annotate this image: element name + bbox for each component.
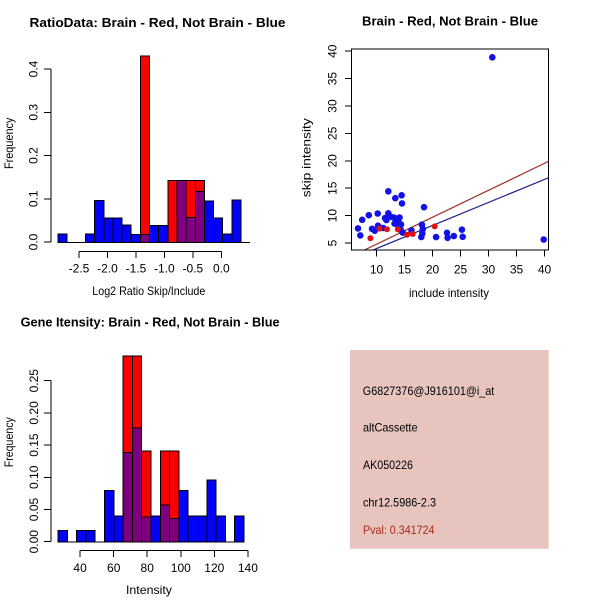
svg-text:0.2: 0.2	[27, 147, 41, 164]
svg-text:0.3: 0.3	[27, 104, 41, 121]
svg-text:40: 40	[73, 561, 87, 575]
svg-text:10: 10	[326, 209, 340, 223]
svg-text:30: 30	[482, 263, 496, 277]
svg-text:skip intensity: skip intensity	[300, 118, 314, 197]
svg-text:Frequency: Frequency	[2, 118, 16, 170]
svg-text:20: 20	[326, 154, 340, 168]
svg-text:80: 80	[141, 561, 155, 575]
svg-text:10: 10	[370, 263, 384, 277]
svg-text:35: 35	[326, 72, 340, 86]
svg-text:40: 40	[326, 44, 340, 58]
svg-text:Frequency: Frequency	[2, 417, 16, 467]
svg-text:0.0: 0.0	[213, 262, 230, 276]
svg-text:5: 5	[326, 239, 340, 246]
svg-text:30: 30	[326, 99, 340, 113]
svg-text:Intensity: Intensity	[126, 583, 172, 597]
svg-text:-2.0: -2.0	[97, 262, 118, 276]
svg-text:0.25: 0.25	[27, 369, 41, 393]
svg-text:35: 35	[510, 263, 524, 277]
svg-text:G6827376@J916101@i_at: G6827376@J916101@i_at	[363, 384, 495, 398]
svg-text:-2.5: -2.5	[69, 262, 90, 276]
svg-text:include intensity: include intensity	[409, 286, 489, 300]
svg-text:-1.0: -1.0	[154, 262, 175, 276]
svg-text:40: 40	[538, 263, 552, 277]
svg-text:0.05: 0.05	[27, 497, 41, 521]
svg-text:100: 100	[171, 561, 191, 575]
svg-text:0.20: 0.20	[27, 401, 41, 425]
svg-text:Gene Itensity: Brain - Red, No: Gene Itensity: Brain - Red, Not Brain - …	[21, 315, 280, 330]
svg-text:15: 15	[398, 263, 412, 277]
svg-text:AK050226: AK050226	[363, 458, 413, 472]
svg-text:-1.5: -1.5	[126, 262, 147, 276]
svg-text:0.1: 0.1	[27, 190, 41, 207]
svg-text:RatioData: Brain - Red, Not Br: RatioData: Brain - Red, Not Brain - Blue	[30, 15, 286, 30]
svg-text:0.10: 0.10	[27, 465, 41, 489]
svg-text:120: 120	[204, 561, 224, 575]
svg-text:Brain - Red, Not Brain - Blue: Brain - Red, Not Brain - Blue	[362, 14, 538, 29]
svg-text:25: 25	[454, 263, 468, 277]
svg-text:0.0: 0.0	[27, 233, 41, 250]
svg-text:Pval: 0.341724: Pval: 0.341724	[363, 523, 435, 537]
svg-text:-0.5: -0.5	[183, 262, 204, 276]
svg-text:0.00: 0.00	[27, 530, 41, 554]
svg-text:0.15: 0.15	[27, 433, 41, 457]
svg-text:Log2 Ratio Skip/Include: Log2 Ratio Skip/Include	[92, 284, 205, 298]
svg-text:altCassette: altCassette	[363, 421, 418, 435]
svg-text:0.4: 0.4	[27, 60, 41, 77]
svg-text:60: 60	[107, 561, 121, 575]
svg-text:20: 20	[426, 263, 440, 277]
svg-text:25: 25	[326, 126, 340, 140]
svg-text:chr12.5986-2.3: chr12.5986-2.3	[363, 496, 436, 510]
svg-text:15: 15	[326, 181, 340, 195]
svg-text:140: 140	[238, 561, 258, 575]
